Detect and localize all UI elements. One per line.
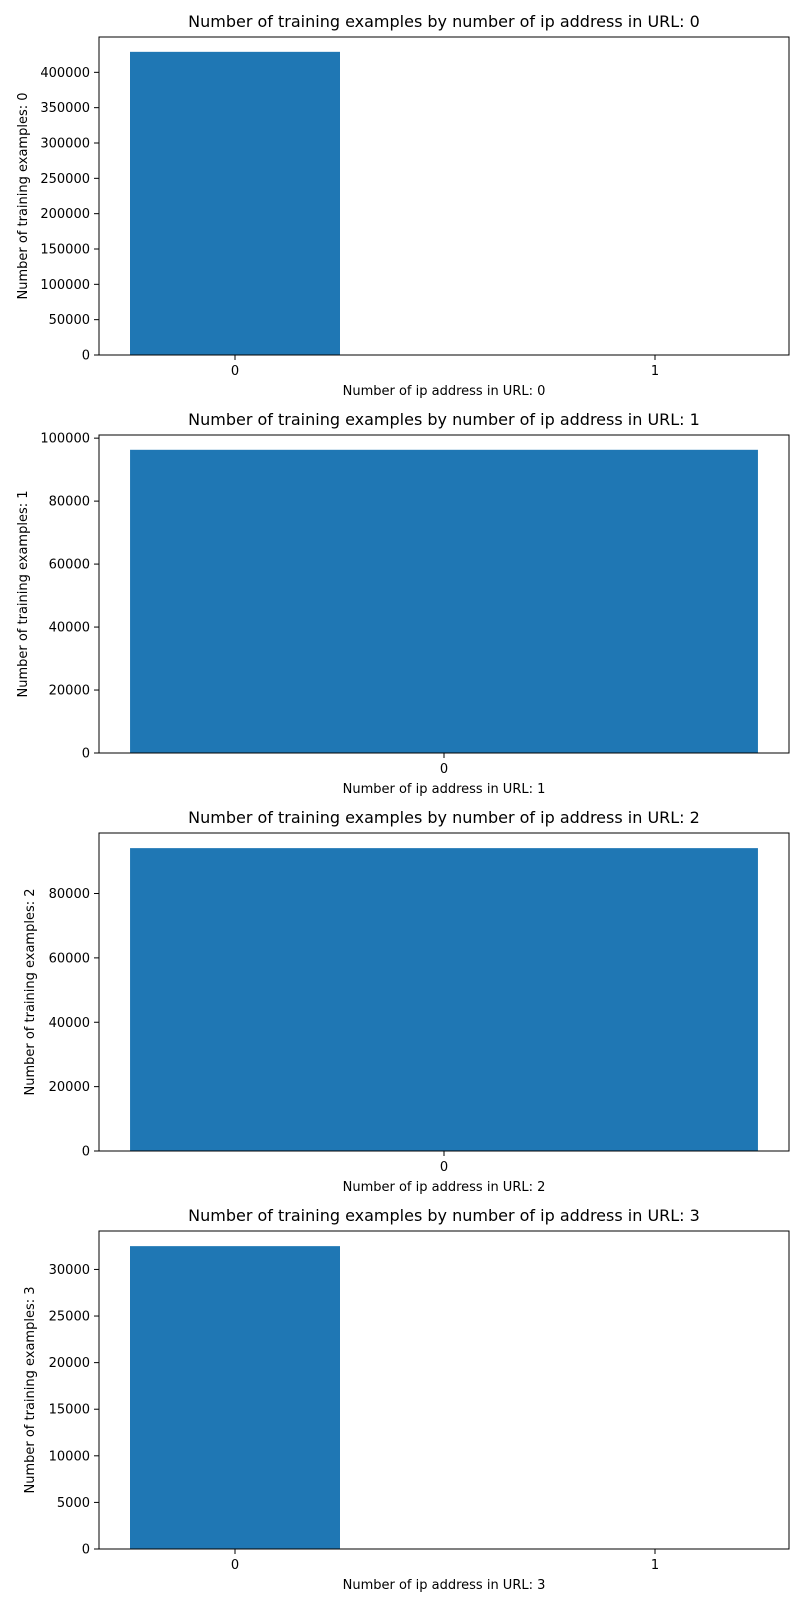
y-tick-label: 20000: [49, 684, 90, 699]
y-tick-label: 40000: [49, 621, 90, 636]
chart-title: Number of training examples by number of…: [188, 1206, 700, 1225]
x-axis-label: Number of ip address in URL: 2: [343, 1180, 546, 1194]
y-tick-label: 15000: [49, 1403, 90, 1418]
y-tick-label: 50000: [49, 313, 90, 328]
x-tick-label: 0: [440, 762, 448, 777]
y-axis-label: Number of training examples: 2: [23, 888, 38, 1095]
y-tick-label: 350000: [40, 101, 90, 116]
bar: [130, 51, 340, 356]
x-axis-label: Number of ip address in URL: 1: [343, 782, 546, 796]
x-tick-label: 1: [651, 364, 659, 379]
y-axis-label: Number of training examples: 1: [16, 490, 31, 697]
y-tick-label: 80000: [49, 887, 90, 902]
plot-frame: [98, 434, 790, 754]
y-tick-label: 10000: [49, 1449, 90, 1464]
y-tick-label: 300000: [40, 137, 90, 152]
bar: [130, 848, 758, 1151]
y-tick-label: 100000: [40, 278, 90, 293]
x-tick-label: 1: [651, 1558, 659, 1573]
chart-0: Number of training examples by number of…: [16, 12, 790, 398]
chart-1: Number of training examples by number of…: [16, 410, 790, 796]
x-tick-label: 0: [231, 1558, 239, 1573]
chart-3: Number of training examples by number of…: [23, 1206, 790, 1592]
chart-title: Number of training examples by number of…: [188, 12, 700, 31]
y-tick-label: 40000: [49, 1016, 90, 1031]
y-tick-label: 20000: [49, 1356, 90, 1371]
chart-2: Number of training examples by number of…: [23, 808, 790, 1194]
plot-frame: [98, 1230, 790, 1550]
x-tick-label: 0: [440, 1160, 448, 1175]
x-axis-label: Number of ip address in URL: 3: [343, 1578, 546, 1592]
chart-title: Number of training examples by number of…: [188, 410, 700, 429]
x-tick-label: 0: [231, 364, 239, 379]
x-axis-label: Number of ip address in URL: 0: [343, 384, 546, 398]
y-axis-label: Number of training examples: 3: [23, 1286, 38, 1493]
y-tick-label: 0: [82, 747, 90, 762]
y-tick-label: 0: [82, 1543, 90, 1558]
y-tick-label: 5000: [57, 1496, 90, 1511]
y-tick-label: 200000: [40, 207, 90, 222]
plot-frame: [98, 832, 790, 1152]
y-tick-label: 25000: [49, 1310, 90, 1325]
y-tick-label: 80000: [49, 495, 90, 510]
y-tick-label: 150000: [40, 243, 90, 258]
y-tick-label: 100000: [40, 432, 90, 447]
y-tick-label: 20000: [49, 1080, 90, 1095]
y-tick-label: 0: [82, 1145, 90, 1160]
y-tick-label: 250000: [40, 172, 90, 187]
y-tick-label: 30000: [49, 1263, 90, 1278]
bar: [130, 1246, 340, 1549]
y-axis-label: Number of training examples: 0: [16, 92, 31, 299]
plot-frame: [98, 36, 790, 356]
bar: [130, 449, 758, 753]
y-tick-label: 60000: [49, 558, 90, 573]
chart-title: Number of training examples by number of…: [188, 808, 700, 827]
y-tick-label: 60000: [49, 951, 90, 966]
y-tick-label: 0: [82, 349, 90, 364]
y-tick-label: 400000: [40, 66, 90, 81]
